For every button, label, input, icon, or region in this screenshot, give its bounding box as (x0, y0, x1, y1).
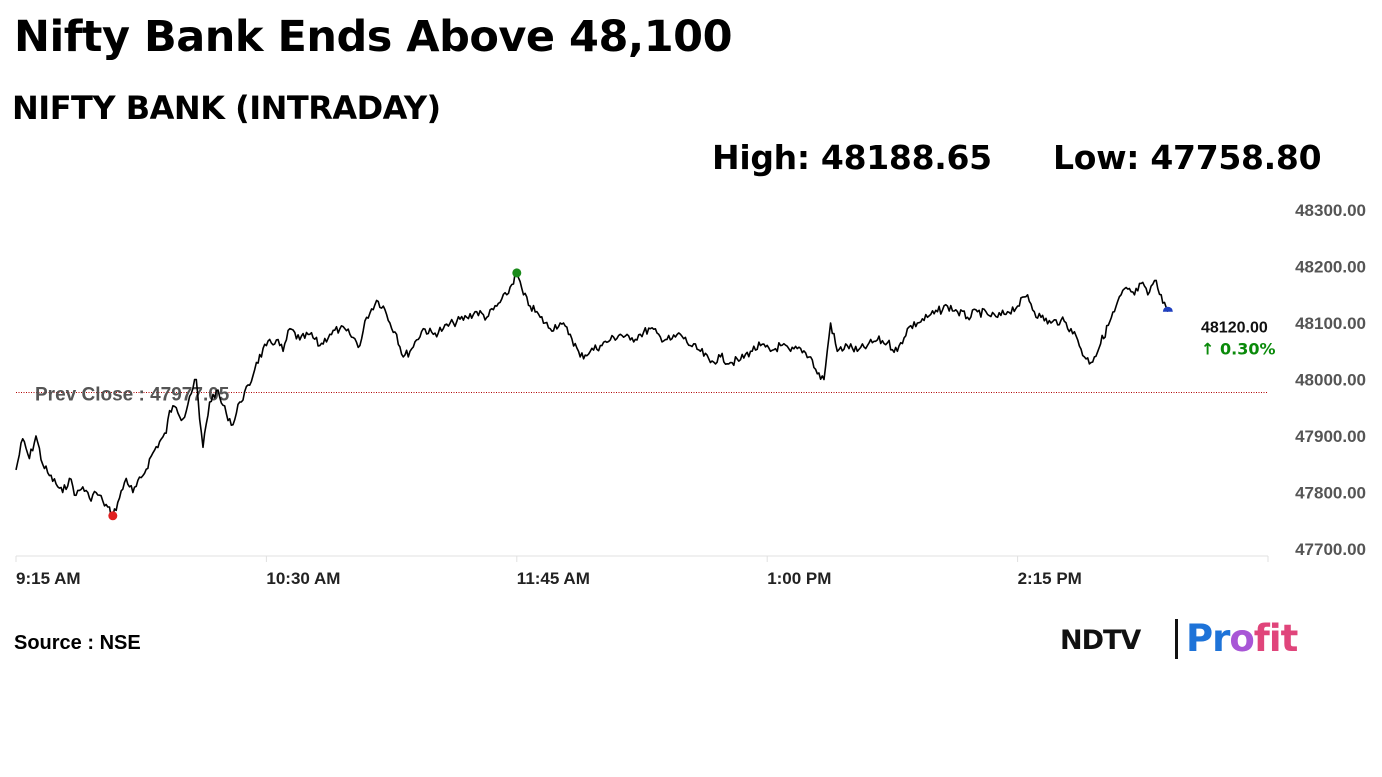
x-tick-label: 11:45 AM (517, 569, 590, 588)
high-point-marker (512, 268, 521, 277)
y-tick-label: 48100.00 (1295, 314, 1366, 333)
y-tick-label: 48300.00 (1295, 201, 1366, 220)
logo-divider (1175, 619, 1178, 659)
last-value-label: 48120.00 (1201, 320, 1268, 337)
y-tick-label: 47700.00 (1295, 540, 1366, 559)
x-tick-label: 2:15 PM (1018, 569, 1082, 588)
logo-profit-text: Profit (1186, 617, 1297, 660)
y-tick-label: 47800.00 (1295, 484, 1366, 503)
x-tick-label: 1:00 PM (767, 569, 831, 588)
last-point-marker (1163, 307, 1173, 312)
low-point-marker (108, 511, 117, 520)
change-percent-label: ↑ 0.30% (1201, 340, 1275, 359)
y-tick-label: 48200.00 (1295, 258, 1366, 277)
chart-subtitle: NIFTY BANK (INTRADAY) (12, 89, 441, 127)
intraday-line-chart: 48300.00 48200.00 48100.00 48000.00 47900.00… (0, 190, 1382, 600)
high-stat: High: 48188.65 (712, 138, 992, 177)
prev-close-label: Prev Close : 47977.05 (35, 384, 230, 405)
page-title: Nifty Bank Ends Above 48,100 (14, 12, 732, 62)
ndtv-profit-logo: NDTV Profit (1060, 617, 1300, 665)
logo-ndtv-text: NDTV (1060, 625, 1140, 656)
source-note: Source : NSE (14, 632, 141, 655)
low-stat: Low: 47758.80 (1053, 138, 1321, 177)
y-tick-label: 48000.00 (1295, 371, 1366, 390)
y-tick-label: 47900.00 (1295, 427, 1366, 446)
x-tick-label: 9:15 AM (16, 569, 81, 588)
x-tick-label: 10:30 AM (266, 569, 340, 588)
